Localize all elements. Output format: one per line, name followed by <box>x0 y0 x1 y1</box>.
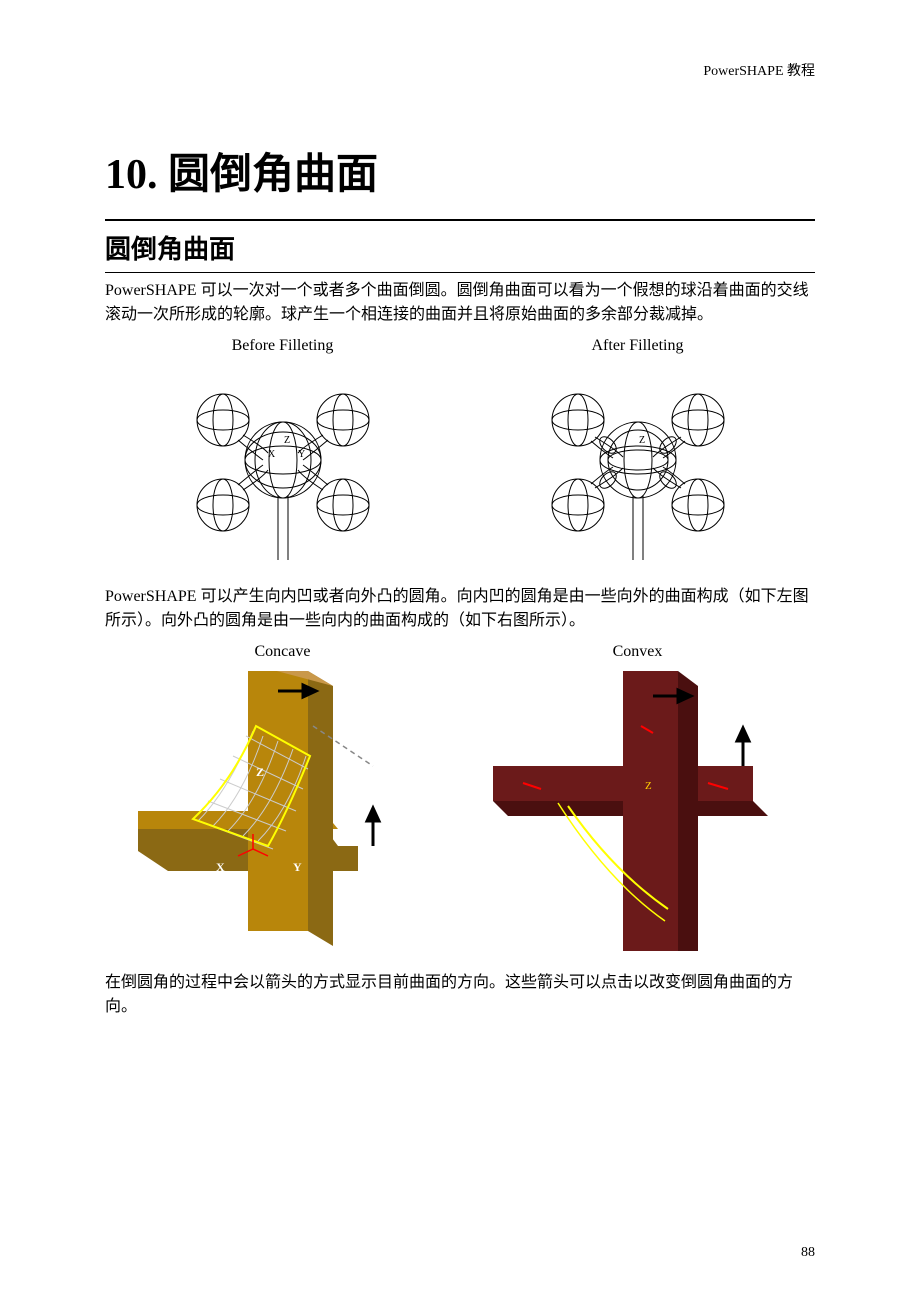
concave-diagram-icon: X Y Z <box>138 671 428 951</box>
svg-text:Z: Z <box>639 435 645 446</box>
label-convex: Convex <box>613 643 663 661</box>
svg-text:Y: Y <box>293 860 302 874</box>
svg-text:Y: Y <box>298 449 305 460</box>
paragraph-3: 在倒圆角的过程中会以箭头的方式显示目前曲面的方向。这些箭头可以点击以改变倒圆角曲… <box>105 971 815 1019</box>
header-right: PowerSHAPE 教程 <box>703 60 815 80</box>
label-before: Before Filleting <box>232 337 334 355</box>
wireframe-before-icon: X Z Y <box>168 365 398 565</box>
svg-text:Z: Z <box>256 765 264 779</box>
svg-text:X: X <box>268 449 276 460</box>
figure-convex: Convex Z <box>493 643 783 951</box>
svg-text:Z: Z <box>284 435 290 446</box>
svg-text:Z: Z <box>645 780 652 792</box>
label-after: After Filleting <box>592 337 684 355</box>
figure-row-1: Before Filleting <box>105 337 815 565</box>
wireframe-after-icon: Z <box>523 365 753 565</box>
figure-after: After Filleting <box>523 337 753 565</box>
svg-text:X: X <box>216 860 225 874</box>
rule-thin <box>105 272 815 273</box>
paragraph-1: PowerSHAPE 可以一次对一个或者多个曲面倒圆。圆倒角曲面可以看为一个假想… <box>105 279 815 327</box>
page-number: 88 <box>801 1245 815 1261</box>
rule-thick <box>105 219 815 221</box>
chapter-title: 10. 圆倒角曲面 <box>105 140 815 201</box>
label-concave: Concave <box>255 643 311 661</box>
paragraph-2: PowerSHAPE 可以产生向内凹或者向外凸的圆角。向内凹的圆角是由一些向外的… <box>105 585 815 633</box>
figure-before: Before Filleting <box>168 337 398 565</box>
section-title: 圆倒角曲面 <box>105 229 815 266</box>
convex-diagram-icon: Z <box>493 671 783 951</box>
figure-row-2: Concave <box>105 643 815 951</box>
figure-concave: Concave <box>138 643 428 951</box>
